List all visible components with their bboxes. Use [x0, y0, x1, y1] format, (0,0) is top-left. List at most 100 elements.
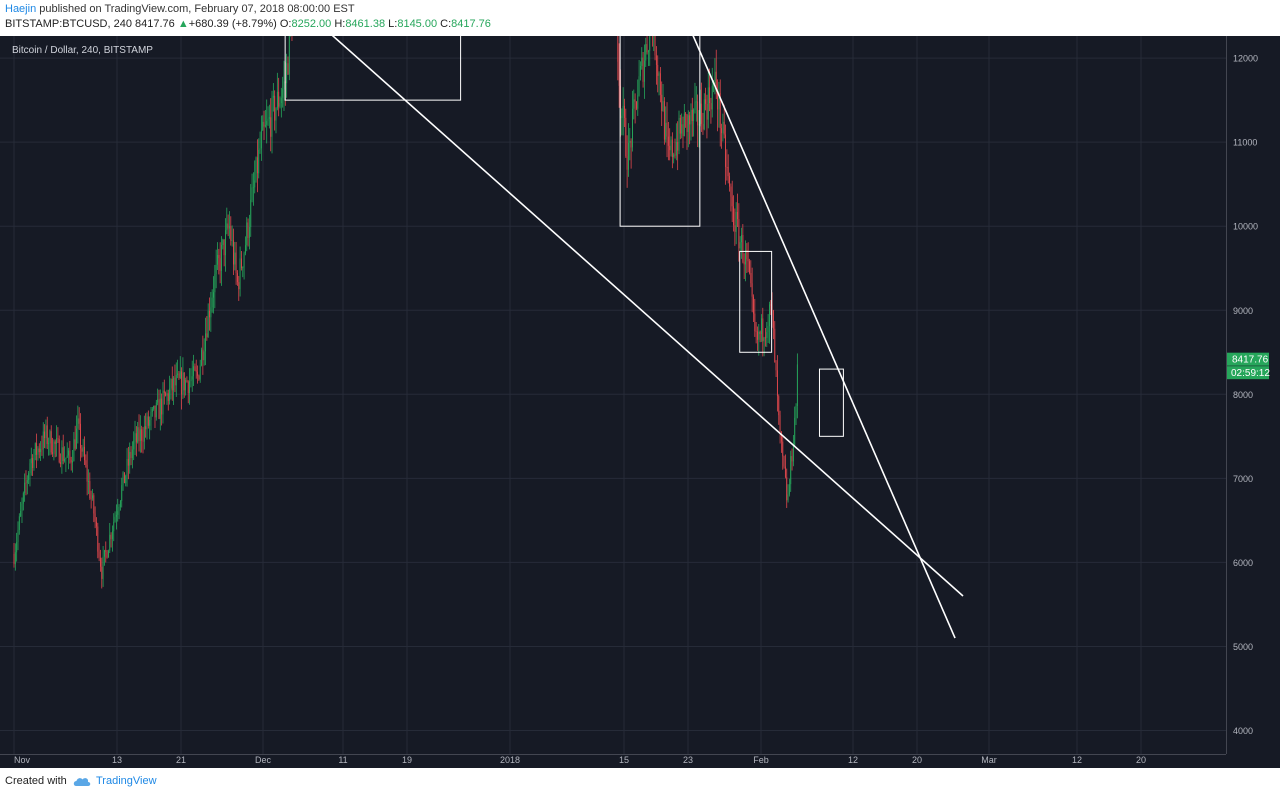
- candle-body: [174, 377, 176, 386]
- drawing-rectangle: [739, 250, 773, 353]
- candle-body: [64, 459, 65, 461]
- candle-body: [171, 379, 173, 391]
- last-price-tag-bg: [1227, 352, 1269, 366]
- candle-body: [690, 109, 692, 125]
- time-tick-label: 19: [402, 755, 412, 765]
- candle-body: [733, 206, 734, 226]
- candle-body: [264, 124, 266, 127]
- candle-body: [81, 448, 83, 452]
- time-axis[interactable]: [0, 754, 1280, 768]
- candle-body: [69, 450, 71, 460]
- candle-body: [243, 253, 245, 268]
- created-with-text: Created with: [5, 775, 67, 787]
- candle-body: [629, 140, 631, 143]
- candle-body: [677, 141, 679, 151]
- candle-body: [710, 103, 712, 110]
- candle-body: [133, 440, 135, 450]
- time-tick-label: 12: [848, 755, 858, 765]
- candle-body: [766, 332, 768, 338]
- candle-body: [100, 557, 101, 567]
- price-tick-label: 10000: [1233, 222, 1258, 232]
- candle-body: [272, 95, 274, 98]
- candle-body: [147, 416, 149, 426]
- candle-body: [763, 337, 765, 342]
- candle-body: [739, 242, 741, 249]
- tradingview-brand-link[interactable]: TradingView: [96, 775, 157, 787]
- candle-body: [637, 95, 639, 109]
- candle-body: [682, 124, 684, 137]
- candle-body: [759, 331, 761, 335]
- candle-body: [630, 140, 632, 148]
- candle-body: [114, 516, 116, 522]
- candle-body: [217, 255, 218, 265]
- candle-body: [178, 373, 180, 379]
- candle-body: [248, 226, 250, 238]
- candle-body: [621, 115, 623, 119]
- candle-body: [673, 154, 675, 158]
- candle-body: [150, 412, 152, 420]
- candle-body: [14, 552, 16, 565]
- candles: [13, 0, 798, 589]
- candle-body: [125, 475, 127, 484]
- candle-body: [667, 136, 669, 146]
- candle-body: [13, 553, 15, 565]
- candle-body: [693, 109, 695, 122]
- candle-body: [709, 87, 711, 104]
- chart-canvas[interactable]: 4000 5000 6000 7000 8000 9000 10000 11000 12000 1…: [0, 0, 1280, 768]
- candle-body: [238, 282, 240, 290]
- last-price: 8417.76: [135, 18, 175, 30]
- candle-body: [145, 426, 147, 430]
- candle-body: [275, 108, 277, 121]
- high-label: H:: [334, 18, 346, 30]
- candle-body: [625, 117, 627, 157]
- candle-body: [731, 196, 733, 207]
- tradingview-cloud-icon[interactable]: [72, 774, 92, 788]
- candle-body: [747, 259, 749, 262]
- candle-body: [98, 551, 100, 558]
- candle-body: [646, 44, 648, 53]
- candle-body: [45, 425, 47, 438]
- candle-body: [775, 362, 777, 371]
- candle-body: [711, 85, 713, 110]
- publish-text: published on TradingView.com, February 0…: [39, 3, 355, 15]
- candle-body: [268, 117, 270, 119]
- candle-body: [628, 142, 629, 170]
- candle-body: [41, 448, 43, 450]
- candle-body: [657, 64, 659, 76]
- candle-body: [796, 364, 798, 407]
- candle-body: [50, 431, 52, 453]
- candle-body: [659, 73, 661, 95]
- candle-body: [698, 124, 700, 126]
- candle-body: [235, 252, 237, 274]
- candle-body: [107, 550, 109, 558]
- candle-body: [675, 141, 677, 156]
- candle-body: [163, 390, 165, 394]
- candle-body: [288, 30, 290, 75]
- chart-area[interactable]: 4000 5000 6000 7000 8000 9000 10000 11000 12000 1…: [0, 0, 1280, 768]
- time-tick-label: 11: [338, 755, 347, 765]
- price-axis[interactable]: [1226, 36, 1280, 754]
- candle-body: [80, 423, 81, 449]
- candle-body: [770, 304, 772, 306]
- candle-body: [190, 379, 192, 382]
- candle-body: [211, 297, 213, 308]
- candle-body: [54, 441, 56, 444]
- candle-body: [202, 349, 204, 361]
- candle-body: [22, 493, 24, 504]
- candle-body: [21, 503, 23, 511]
- candle-body: [719, 93, 721, 129]
- candle-body: [49, 431, 51, 444]
- candle-body: [182, 372, 184, 395]
- candle-body: [725, 134, 726, 167]
- author-link[interactable]: Haejin: [5, 3, 37, 15]
- candle-body: [105, 550, 107, 552]
- candle-body: [103, 550, 105, 557]
- candle-body: [287, 63, 289, 75]
- candle-body: [776, 370, 778, 397]
- candle-body: [77, 418, 79, 429]
- candle-body: [647, 50, 649, 53]
- candle-body: [115, 514, 117, 517]
- candle-body: [258, 149, 260, 174]
- price-tick-label: 4000: [1233, 726, 1253, 736]
- candle-body: [110, 534, 112, 540]
